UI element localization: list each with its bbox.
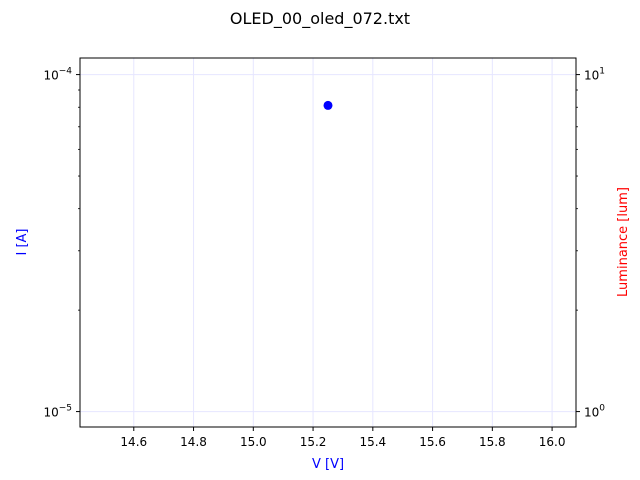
plot-area-frame [79,57,577,428]
x-tick-label: 16.0 [539,435,566,449]
x-axis-ticks: 14.6 14.8 15.0 15.2 15.4 15.6 15.8 16.0 [120,427,565,449]
right-y-tick-label: 101 [584,67,605,83]
x-tick-label: 15.6 [419,435,446,449]
right-y-axis-ticks: 100 101 [576,67,605,420]
left-y-axis-ticks: 10−5 10−4 [43,67,80,420]
x-tick-label: 15.2 [300,435,327,449]
grid-lines [80,58,576,427]
right-y-axis-label: Luminance [lum] [616,187,631,297]
left-y-axis-label: I [A] [15,228,30,255]
data-points [323,100,333,110]
chart-title: OLED_00_oled_072.txt [230,9,410,29]
x-tick-label: 14.8 [180,435,207,449]
left-y-tick-label: 10−5 [43,404,72,420]
x-tick-label: 14.6 [120,435,147,449]
left-y-tick-label: 10−4 [43,67,72,83]
x-axis-label: V [V] [312,457,344,472]
right-y-tick-label: 100 [584,404,605,420]
x-tick-label: 15.8 [479,435,506,449]
x-tick-label: 15.4 [359,435,386,449]
data-point [323,100,333,110]
x-tick-label: 15.0 [240,435,267,449]
